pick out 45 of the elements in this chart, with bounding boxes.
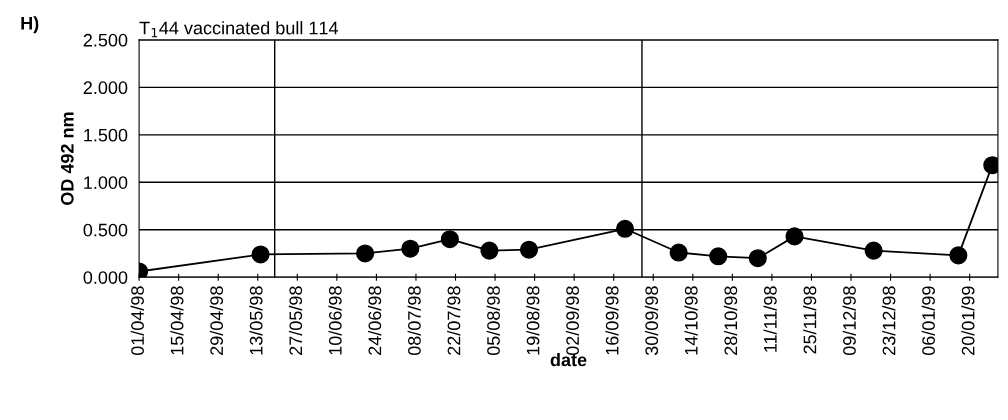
- point: [251, 245, 270, 264]
- x-tick-label: 06/01/99: [921, 286, 935, 356]
- x-tick-label: 11/11/98: [763, 286, 777, 352]
- point: [669, 243, 688, 262]
- x-tick-label: 30/09/98: [644, 286, 659, 356]
- x-tick-label: 15/04/98: [170, 286, 184, 355]
- y-tick-label: 1.500: [84, 128, 128, 142]
- x-axis-title: date: [550, 353, 587, 367]
- x-tick-label: 28/10/98: [723, 286, 738, 355]
- y-tick-label: 1.000: [84, 176, 128, 189]
- y-tick-label: 0.500: [83, 223, 128, 237]
- x-tick-label: 02/09/98: [565, 286, 580, 356]
- x-tick-label: 14/10/98: [684, 286, 698, 355]
- y-tick-label: 2.000: [83, 81, 128, 95]
- x-tick-label: 16/09/98: [605, 286, 619, 355]
- y-axis-title: OD 492 nm: [60, 112, 74, 205]
- point: [748, 249, 767, 268]
- x-tick-label: 01/04/98: [130, 286, 144, 356]
- x-tick-label: 24/06/98: [367, 286, 382, 355]
- point: [785, 227, 804, 246]
- point: [356, 244, 375, 263]
- point: [615, 219, 635, 238]
- x-tick-label: 27/05/98: [288, 286, 303, 355]
- point: [709, 247, 728, 266]
- x-tick-label: 20/01/99: [961, 286, 975, 355]
- x-tick-label: 09/12/98: [842, 286, 856, 356]
- y-tick-label: 2.500: [83, 33, 128, 47]
- x-tick-label: 23/12/98: [882, 286, 896, 355]
- x-tick-label: 29/04/98: [209, 286, 224, 355]
- point: [480, 241, 499, 260]
- y-tick-label: 0.000: [83, 271, 128, 284]
- point: [440, 230, 459, 249]
- x-tick-label: 08/07/98: [407, 286, 421, 356]
- chart-title: T$_{1}$44 vaccinated bull 114: [139, 21, 338, 38]
- text: H): [21, 16, 39, 34]
- x-tick-label: 13/05/98: [249, 286, 263, 355]
- x-tick-label: 25/11/98: [803, 286, 817, 354]
- x-tick-label: 22/07/98: [447, 286, 461, 355]
- point: [864, 241, 883, 260]
- x-tick-label: 05/08/98: [486, 286, 500, 356]
- point: [949, 246, 968, 265]
- x-tick-label: 10/06/98: [328, 286, 342, 355]
- point: [401, 239, 420, 258]
- x-tick-label: 19/08/98: [526, 286, 540, 355]
- point: [519, 240, 538, 259]
